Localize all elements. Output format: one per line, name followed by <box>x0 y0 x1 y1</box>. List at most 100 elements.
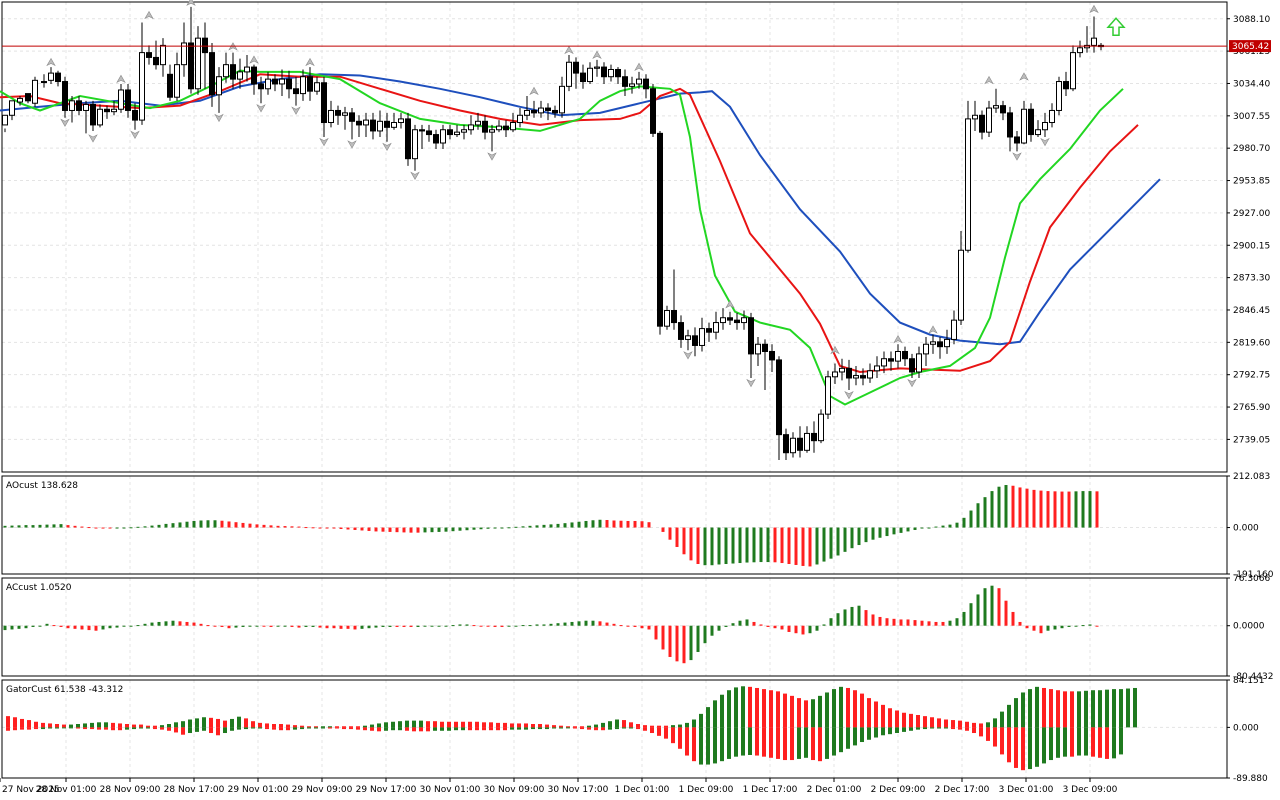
histogram-bar <box>353 527 357 530</box>
candle-body-bear <box>776 359 782 436</box>
histogram-bar <box>227 521 231 528</box>
candle <box>412 124 418 171</box>
candle-body-bear <box>76 100 82 111</box>
gator-upper-bar <box>748 686 752 728</box>
histogram-bar <box>612 623 616 626</box>
histogram-bar <box>192 622 196 626</box>
candle-body-bull <box>342 112 348 116</box>
gator-lower-bar <box>972 727 976 734</box>
candle <box>818 409 824 444</box>
gator-lower-bar <box>90 727 94 730</box>
histogram-bar <box>1067 491 1071 528</box>
histogram-bar <box>388 625 392 627</box>
histogram-bar <box>304 625 308 627</box>
price-axis[interactable]: 3088.10 3061.25 3034.40 3007.55 2980.70 2953.… <box>1227 15 1274 784</box>
time-tick-label: 28 Nov 09:00 <box>100 785 161 795</box>
histogram-bar <box>591 620 595 626</box>
candle-body-bull <box>881 358 887 367</box>
gator-lower-bar <box>314 727 318 729</box>
gator-upper-bar <box>461 721 465 728</box>
fractal-down-icon <box>1040 137 1050 147</box>
histogram-bar <box>276 625 280 627</box>
gator-lower-bar <box>685 727 689 756</box>
histogram-bar <box>759 527 763 563</box>
histogram-bar <box>983 588 987 626</box>
histogram-bar <box>423 527 427 533</box>
histogram-bar <box>220 520 224 528</box>
histogram-bar <box>885 527 889 537</box>
candle-body-bull <box>41 81 47 84</box>
histogram-bar <box>528 625 532 627</box>
gator-lower-bar <box>349 727 353 730</box>
candle <box>867 363 873 383</box>
candle-body-bear <box>146 52 152 58</box>
candle-body-bear <box>384 120 390 128</box>
time-tick-label: 29 Nov 09:00 <box>292 785 353 795</box>
gator-lower-bar <box>1112 727 1116 759</box>
candle <box>32 76 38 107</box>
candle <box>433 129 439 150</box>
candle-body-bull <box>587 67 593 83</box>
gator-upper-bar <box>1049 689 1053 728</box>
gator-upper-bar <box>139 724 143 728</box>
histogram-bar <box>612 520 616 528</box>
gator-upper-bar <box>685 722 689 728</box>
candle <box>286 70 292 99</box>
candle <box>811 421 817 453</box>
gator-lower-bar <box>720 727 724 762</box>
candle-body-bull <box>468 124 474 131</box>
price-panel[interactable] <box>0 0 1228 473</box>
gator-upper-bar <box>895 710 899 728</box>
gator-lower-bar <box>839 727 843 753</box>
gator-upper-bar <box>405 720 409 728</box>
gator-upper-bar <box>727 690 731 728</box>
histogram-bar <box>220 625 224 627</box>
fractal-up-icon <box>830 345 840 355</box>
gator-upper-bar <box>608 721 612 728</box>
histogram-bar <box>66 525 70 528</box>
gator-upper-bar <box>867 698 871 728</box>
gator-lower-bar <box>643 727 647 731</box>
candle <box>307 67 313 101</box>
gator-upper-bar <box>447 721 451 728</box>
candle <box>426 124 432 142</box>
histogram-bar <box>990 585 994 626</box>
histogram-bar <box>136 625 140 627</box>
gator-lower-bar <box>482 727 486 731</box>
candle-body-bear <box>321 82 327 124</box>
histogram-bar <box>31 525 35 528</box>
candle <box>720 308 726 330</box>
candle-body-bull <box>629 83 635 87</box>
gator-lower-bar <box>6 727 10 731</box>
candle-body-bull <box>363 119 369 126</box>
histogram-bar <box>283 625 287 627</box>
candle-body-bear <box>902 350 908 360</box>
histogram-bar <box>136 526 140 528</box>
gator-lower-bar <box>342 727 346 730</box>
candle-body-bull <box>139 52 145 121</box>
price-tick-label: 2900.15 <box>1233 241 1270 251</box>
candle <box>230 52 236 89</box>
candle <box>335 105 341 125</box>
histogram-bar <box>689 527 693 561</box>
histogram-bar <box>1032 489 1036 528</box>
gator-lower-bar <box>601 727 605 731</box>
gator-lower-bar <box>692 727 696 762</box>
gator-lower-bar <box>874 727 878 738</box>
gator-upper-bar <box>860 693 864 728</box>
candle <box>391 112 397 130</box>
candle-body-bull <box>328 109 334 124</box>
gator-upper-bar <box>398 721 402 728</box>
time-tick-label: 3 Dec 01:00 <box>999 785 1054 795</box>
ao-panel-title: AOcust 138.628 <box>6 481 78 491</box>
histogram-bar <box>927 621 931 626</box>
ao-panel[interactable]: AOcust 138.628 <box>1 475 1228 575</box>
histogram-bar <box>87 625 91 631</box>
ac-panel[interactable]: ACcust 1.0520 <box>1 577 1228 677</box>
histogram-bar <box>346 527 350 530</box>
gator-upper-bar <box>328 726 332 728</box>
gator-panel[interactable]: GatorCust 61.538 -43.312 <box>1 679 1228 779</box>
candle <box>510 112 516 133</box>
